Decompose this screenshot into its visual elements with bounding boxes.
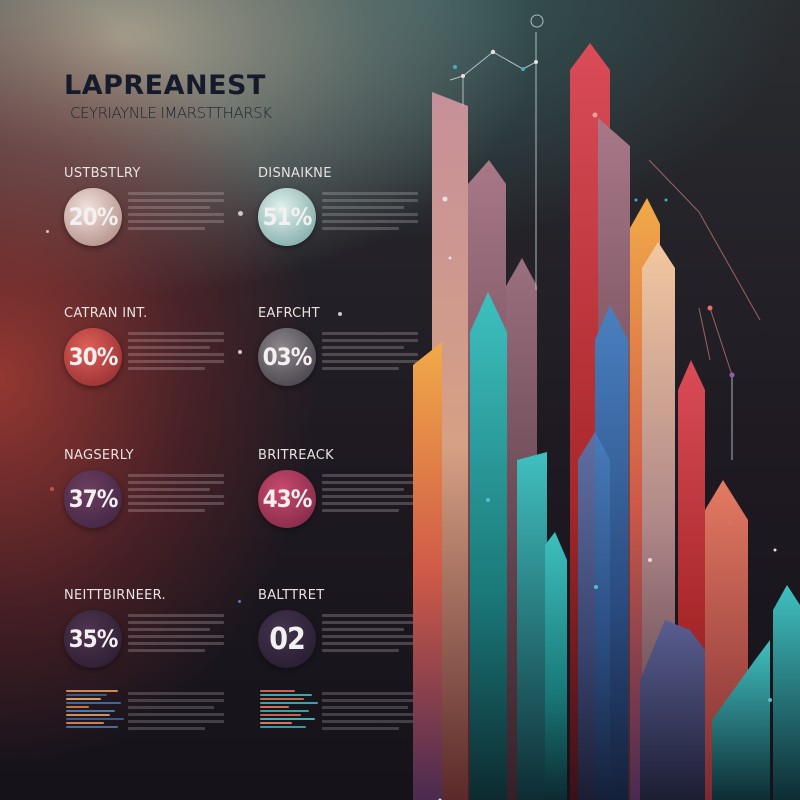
stat-value: 37% <box>68 485 119 513</box>
stat-description <box>128 474 224 512</box>
stat-block: EAFRCHT 03% <box>258 306 418 406</box>
stat-circle: 37% <box>64 470 122 528</box>
stat-label: CATRAN INT. <box>64 306 148 321</box>
page-title: LAPREANEST <box>64 70 266 101</box>
stat-circle: 35% <box>64 610 122 668</box>
decorative-dot <box>50 487 54 491</box>
stat-block: NAGSERLY 37% <box>64 448 224 548</box>
stat-value: 43% <box>262 485 313 513</box>
mini-bar-chart <box>66 690 124 734</box>
decorative-dot <box>238 600 241 603</box>
stat-description <box>322 192 418 230</box>
stat-label: USTBSTLRY <box>64 166 141 181</box>
mini-description <box>322 692 418 730</box>
stat-value: 51% <box>262 203 313 231</box>
decorative-dot <box>46 230 49 233</box>
stat-label: EAFRCHT <box>258 306 320 321</box>
stat-block: DISNAIKNE 51% <box>258 166 418 266</box>
page-subtitle: CEYRIAYNLE IMARSTTHARSK <box>70 104 272 122</box>
stat-value: 20% <box>68 203 119 231</box>
stat-description <box>322 614 418 652</box>
stat-block: CATRAN INT. 30% <box>64 306 224 406</box>
stat-label: BRITREACK <box>258 448 334 463</box>
mini-bar-chart <box>260 690 318 734</box>
stat-description <box>128 192 224 230</box>
stat-value: 02 <box>269 621 306 657</box>
stat-description <box>128 614 224 652</box>
stat-block: NEITTBIRNEER. 35% <box>64 588 224 688</box>
stat-label: NEITTBIRNEER. <box>64 588 166 603</box>
stat-block: BRITREACK 43% <box>258 448 418 548</box>
stat-block: BALTTRET 02 <box>258 588 418 688</box>
stat-value: 35% <box>68 625 119 653</box>
stat-circle: 30% <box>64 328 122 386</box>
stat-block: USTBSTLRY 20% <box>64 166 224 266</box>
stat-value: 30% <box>68 343 119 371</box>
decorative-dot <box>238 211 243 216</box>
stat-description <box>128 332 224 370</box>
stat-circle: 51% <box>258 188 316 246</box>
stat-label: BALTTRET <box>258 588 325 603</box>
stat-description <box>322 332 418 370</box>
stat-label: NAGSERLY <box>64 448 134 463</box>
stat-circle: 43% <box>258 470 316 528</box>
stat-circle: 03% <box>258 328 316 386</box>
stat-description <box>322 474 418 512</box>
stat-label: DISNAIKNE <box>258 166 332 181</box>
stat-circle: 20% <box>64 188 122 246</box>
decorative-dot <box>238 350 242 354</box>
stat-value: 03% <box>262 343 313 371</box>
decorative-dot <box>338 312 342 316</box>
mini-description <box>128 692 224 730</box>
stat-circle: 02 <box>258 610 316 668</box>
